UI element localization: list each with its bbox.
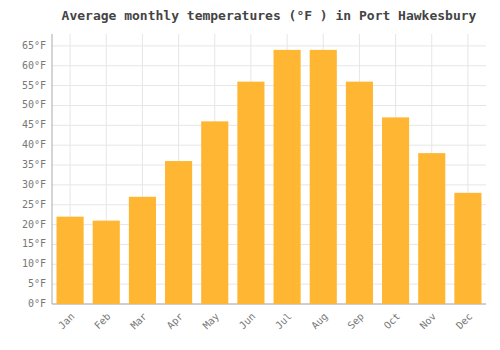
bar xyxy=(382,117,409,304)
axes: 0°F 5°F 10°F 15°F 20°F 25°F 30°F 35°F 40°F 45°F 50… xyxy=(22,34,486,331)
x-tick-label: Jun xyxy=(237,311,258,332)
grid-line-y xyxy=(52,145,486,146)
bar xyxy=(346,82,373,304)
bar xyxy=(201,121,228,304)
bar xyxy=(165,161,192,304)
bar xyxy=(454,193,481,304)
y-tick-label: 35°F xyxy=(22,159,46,170)
x-tick-label: Apr xyxy=(165,311,186,332)
bar xyxy=(274,50,301,304)
grid-line-y xyxy=(52,65,486,66)
grid-line-y xyxy=(52,85,486,86)
y-tick-label: 30°F xyxy=(22,179,46,190)
y-tick-label: 65°F xyxy=(22,40,46,51)
y-tick-label: 10°F xyxy=(22,258,46,269)
y-tick-label: 60°F xyxy=(22,60,46,71)
x-tick-label: Feb xyxy=(92,311,113,332)
x-tick-label: Jul xyxy=(273,311,294,332)
grid-line-y xyxy=(52,105,486,106)
bar xyxy=(310,50,337,304)
x-tick-label: Sep xyxy=(345,311,366,332)
bar xyxy=(93,221,120,304)
x-tick-label: Jan xyxy=(56,311,77,332)
y-tick-label: 15°F xyxy=(22,238,46,249)
y-tick-label: 55°F xyxy=(22,80,46,91)
y-tick-label: 40°F xyxy=(22,139,46,150)
y-tick-label: 20°F xyxy=(22,219,46,230)
bar xyxy=(57,217,84,304)
chart-svg: Average monthly temperatures (°F ) in Po… xyxy=(0,0,500,350)
y-axis-line xyxy=(52,34,53,304)
page: {"chart_data": {"type": "bar", "title": … xyxy=(0,0,500,350)
chart-title: Average monthly temperatures (°F ) in Po… xyxy=(62,8,477,23)
y-tick-label: 45°F xyxy=(22,119,46,130)
y-tick-label: 50°F xyxy=(22,99,46,110)
bar xyxy=(418,153,445,304)
chart-container: Average monthly temperatures (°F ) in Po… xyxy=(0,0,500,350)
x-tick-label: Oct xyxy=(382,311,403,332)
grid-line-y xyxy=(52,45,486,46)
x-tick-label: Aug xyxy=(309,311,330,332)
grid-line-y xyxy=(52,125,486,126)
x-tick-label: May xyxy=(201,311,222,332)
bar xyxy=(129,197,156,304)
y-tick-label: 25°F xyxy=(22,199,46,210)
y-tick-label: 0°F xyxy=(28,298,46,309)
y-tick-label: 5°F xyxy=(28,278,46,289)
bar xyxy=(237,82,264,304)
grid xyxy=(52,34,486,304)
bars xyxy=(57,50,482,304)
x-tick-label: Dec xyxy=(454,311,475,332)
x-tick-label: Mar xyxy=(128,311,149,332)
x-tick-label: Nov xyxy=(418,311,439,332)
